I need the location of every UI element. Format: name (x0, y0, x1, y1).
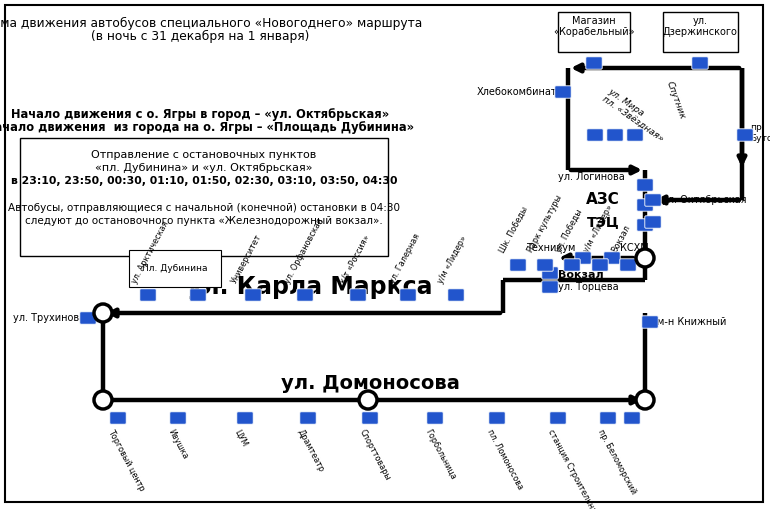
FancyBboxPatch shape (237, 412, 253, 424)
Bar (558, 12, 630, 52)
Text: ул.: ул. (692, 16, 708, 26)
FancyBboxPatch shape (644, 216, 661, 228)
Text: АЗС: АЗС (586, 192, 620, 208)
FancyBboxPatch shape (587, 129, 603, 141)
Text: Автобусы, отправляющиеся с начальной (конечной) остановки в 04:30: Автобусы, отправляющиеся с начальной (ко… (8, 203, 400, 213)
Text: ул. Октябрьская: ул. Октябрьская (662, 195, 746, 205)
FancyBboxPatch shape (691, 57, 708, 69)
FancyBboxPatch shape (586, 57, 602, 69)
FancyBboxPatch shape (644, 194, 661, 206)
FancyBboxPatch shape (296, 289, 313, 301)
Circle shape (636, 391, 654, 409)
FancyBboxPatch shape (737, 129, 753, 141)
FancyBboxPatch shape (362, 412, 378, 424)
Text: Техникум: Техникум (526, 243, 575, 253)
Text: следуют до остановочного пункта «Железнодорожный вокзал».: следуют до остановочного пункта «Железно… (25, 216, 383, 226)
Text: Спорттовары: Спорттовары (358, 428, 393, 483)
Text: ул. Галерная: ул. Галерная (388, 232, 422, 285)
FancyBboxPatch shape (624, 412, 640, 424)
Text: Университет: Университет (230, 233, 263, 285)
FancyBboxPatch shape (537, 259, 553, 271)
FancyBboxPatch shape (80, 312, 96, 324)
FancyBboxPatch shape (510, 259, 526, 271)
Text: Магазин: Магазин (572, 16, 616, 26)
Text: Начало движения  из города на о. Ягры – «Площадь Дубинина»: Начало движения из города на о. Ягры – «… (0, 121, 414, 134)
FancyBboxPatch shape (170, 412, 186, 424)
FancyBboxPatch shape (550, 412, 566, 424)
FancyBboxPatch shape (245, 289, 261, 301)
Text: ул. Логинова: ул. Логинова (558, 172, 624, 182)
FancyBboxPatch shape (564, 259, 581, 271)
Text: Спутник: Спутник (665, 80, 687, 120)
Text: Торговый центр: Торговый центр (106, 428, 146, 493)
Bar (20, 138, 388, 256)
Text: ул. Домоносова: ул. Домоносова (280, 374, 460, 393)
Text: пл. Ломоносова: пл. Ломоносова (485, 428, 524, 491)
Text: «пл. Дубинина» и «ул. Октябрьская»: «пл. Дубинина» и «ул. Октябрьская» (95, 163, 313, 173)
FancyBboxPatch shape (592, 259, 608, 271)
Text: ул. Торцева: ул. Торцева (558, 282, 618, 292)
Text: м-н Книжный: м-н Книжный (657, 317, 726, 327)
Bar (663, 12, 738, 52)
Text: (в ночь с 31 декабря на 1 января): (в ночь с 31 декабря на 1 января) (91, 30, 310, 43)
FancyBboxPatch shape (642, 316, 658, 328)
FancyBboxPatch shape (600, 412, 616, 424)
Text: «Корабельный»: «Корабельный» (554, 27, 634, 37)
Text: Драмтеатр: Драмтеатр (296, 428, 326, 474)
FancyBboxPatch shape (542, 267, 558, 279)
Text: ул. Победы: ул. Победы (554, 208, 584, 254)
FancyBboxPatch shape (637, 219, 653, 231)
Text: ЦУМ: ЦУМ (233, 428, 249, 448)
FancyBboxPatch shape (620, 259, 636, 271)
Text: к/т «Россия»: к/т «Россия» (338, 234, 371, 285)
Text: ул. Орфановская: ул. Орфановская (283, 217, 325, 285)
Circle shape (359, 391, 377, 409)
Circle shape (94, 304, 112, 322)
Text: Хлебокомбинат: Хлебокомбинат (477, 87, 557, 97)
Text: Вокзал: Вокзал (610, 223, 632, 254)
Text: Начало движения с о. Ягры в город – «ул. Октябрьская»: Начало движения с о. Ягры в город – «ул.… (11, 108, 389, 121)
FancyBboxPatch shape (110, 412, 126, 424)
FancyBboxPatch shape (607, 129, 623, 141)
FancyBboxPatch shape (189, 289, 206, 301)
Text: КСХМ: КСХМ (620, 243, 649, 253)
Text: Горбольница: Горбольница (423, 428, 457, 482)
Text: у/м «Лидер»: у/м «Лидер» (582, 203, 614, 254)
Text: пр. Беломорский: пр. Беломорский (596, 428, 638, 496)
Text: пр.
Бутомы: пр. Бутомы (750, 123, 770, 143)
Text: Парк культуры: Парк культуры (526, 193, 564, 254)
FancyBboxPatch shape (637, 199, 653, 211)
FancyBboxPatch shape (574, 252, 591, 264)
Text: Схема движения автобусов специального «Новогоднего» маршрута: Схема движения автобусов специального «Н… (0, 17, 423, 30)
Text: ул. Мира
пл. «Звёздная»: ул. Мира пл. «Звёздная» (600, 86, 671, 144)
Text: у/м «Лидер»: у/м «Лидер» (436, 234, 469, 285)
FancyBboxPatch shape (489, 412, 505, 424)
Text: станция Строительная: станция Строительная (546, 428, 600, 509)
FancyBboxPatch shape (637, 179, 653, 191)
FancyBboxPatch shape (400, 289, 417, 301)
Text: в 23:10, 23:50, 00:30, 01:10, 01:50, 02:30, 03:10, 03:50, 04:30: в 23:10, 23:50, 00:30, 01:10, 01:50, 02:… (11, 176, 397, 186)
FancyBboxPatch shape (555, 86, 571, 98)
FancyBboxPatch shape (427, 412, 444, 424)
FancyBboxPatch shape (604, 252, 620, 264)
FancyBboxPatch shape (300, 412, 316, 424)
FancyBboxPatch shape (350, 289, 367, 301)
Text: ул. Трухинова: ул. Трухинова (13, 313, 85, 323)
Text: Дзержинского: Дзержинского (662, 27, 738, 37)
FancyBboxPatch shape (140, 289, 156, 301)
Text: Вокзал: Вокзал (558, 270, 604, 280)
Circle shape (636, 249, 654, 267)
Text: Ивушка: Ивушка (166, 428, 189, 461)
Text: ТЭЦ: ТЭЦ (588, 215, 620, 229)
FancyBboxPatch shape (448, 289, 464, 301)
Text: ул. Карла Маркса: ул. Карла Маркса (187, 275, 433, 299)
Text: Шк. Победы: Шк. Победы (498, 205, 530, 254)
Text: Отправление с остановочных пунктов: Отправление с остановочных пунктов (92, 150, 316, 160)
Text: Пл. Дубинина: Пл. Дубинина (142, 264, 208, 273)
Circle shape (94, 391, 112, 409)
Text: ул. Арктическая: ул. Арктическая (130, 219, 170, 285)
FancyBboxPatch shape (542, 281, 558, 293)
FancyBboxPatch shape (627, 129, 643, 141)
